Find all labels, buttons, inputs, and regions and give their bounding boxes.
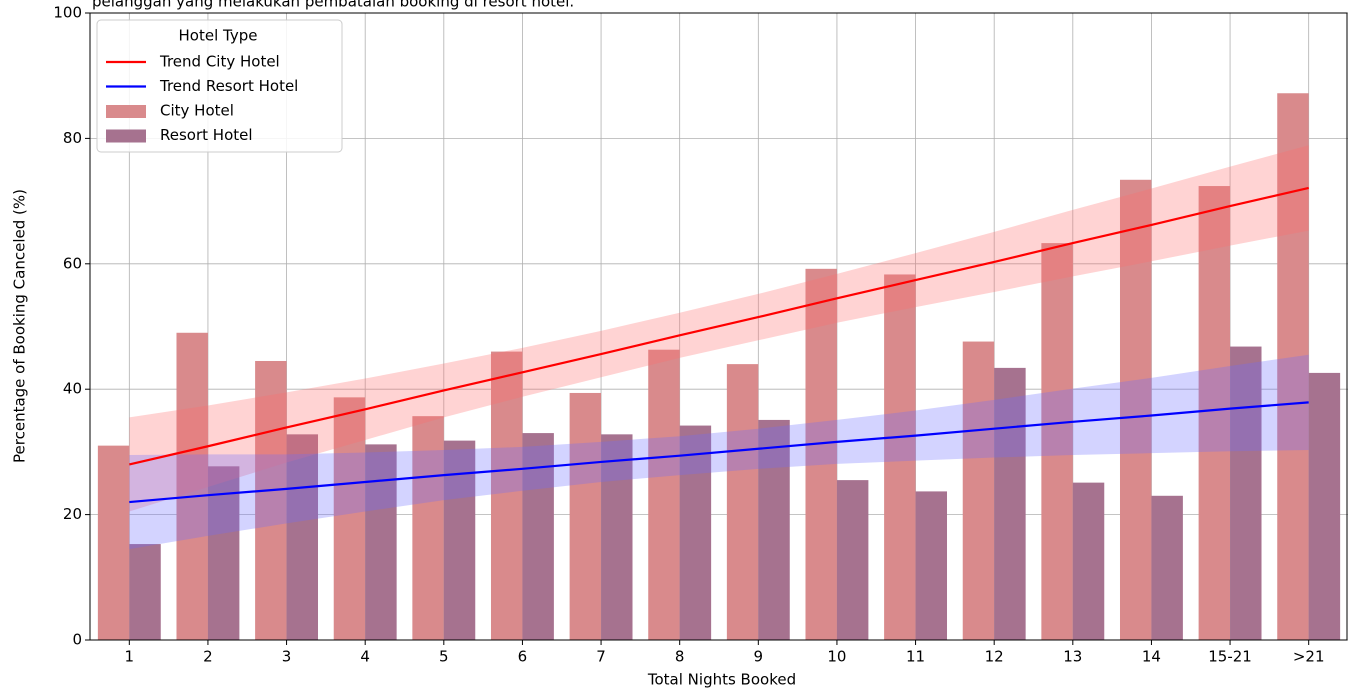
legend-label: City Hotel xyxy=(160,102,234,120)
x-tick-label: 15-21 xyxy=(1208,648,1252,666)
legend-label: Trend Resort Hotel xyxy=(159,77,298,95)
bar xyxy=(1041,243,1073,640)
bar xyxy=(601,434,633,640)
legend-title: Hotel Type xyxy=(179,27,258,45)
y-tick-label: 60 xyxy=(63,254,82,272)
bar xyxy=(884,274,916,640)
x-axis-label: Total Nights Booked xyxy=(647,671,796,689)
bar xyxy=(758,419,790,640)
x-tick-label: 14 xyxy=(1142,648,1161,666)
legend-swatch xyxy=(106,105,146,118)
y-tick-label: 80 xyxy=(63,129,82,147)
bar xyxy=(1198,186,1231,640)
bar xyxy=(805,268,837,640)
x-tick-label: >21 xyxy=(1293,648,1325,666)
confidence-band xyxy=(129,145,1309,512)
bar xyxy=(1277,93,1309,641)
bar xyxy=(836,480,869,640)
bar xyxy=(412,416,444,640)
legend-swatch xyxy=(106,129,146,143)
bar xyxy=(255,360,287,640)
legend: Hotel Type Trend City Hotel Trend Resort H… xyxy=(96,19,343,153)
trend-line xyxy=(129,401,1309,504)
bar xyxy=(1230,346,1262,640)
x-tick-label: 6 xyxy=(518,648,528,666)
bar xyxy=(97,445,130,640)
bar xyxy=(1151,495,1183,640)
bar xyxy=(1119,179,1152,641)
x-tick-label: 2 xyxy=(203,648,213,666)
x-tick-label: 5 xyxy=(439,648,449,666)
x-tick-label: 4 xyxy=(360,648,370,666)
x-tick-label: 12 xyxy=(985,648,1004,666)
bar xyxy=(994,367,1026,640)
bar xyxy=(129,544,161,640)
bar xyxy=(365,444,397,640)
bar xyxy=(490,351,523,640)
x-tick-label: 11 xyxy=(906,648,925,666)
y-tick-label: 0 xyxy=(72,631,82,649)
bar xyxy=(286,434,319,640)
y-tick-label: 100 xyxy=(53,4,82,22)
x-tick-label: 10 xyxy=(827,648,846,666)
x-tick-label: 7 xyxy=(596,648,606,666)
bar xyxy=(726,364,759,640)
x-tick-label: 1 xyxy=(125,648,135,666)
legend-box xyxy=(96,19,343,153)
y-axis-label: Percentage of Booking Canceled (%) xyxy=(11,189,29,463)
bar xyxy=(962,341,995,640)
bar xyxy=(1308,372,1341,640)
x-tick-label: 3 xyxy=(282,648,292,666)
y-tick-label: 20 xyxy=(63,505,82,523)
legend-label: Trend City Hotel xyxy=(159,53,280,71)
chart-title: pelanggan yang melakukan pembatalan book… xyxy=(92,0,574,11)
bar xyxy=(176,332,208,640)
bar xyxy=(1072,482,1105,640)
bar xyxy=(915,491,948,640)
bar xyxy=(333,397,366,640)
trend-line xyxy=(129,186,1309,466)
bar xyxy=(679,425,712,640)
x-tick-label: 8 xyxy=(675,648,685,666)
plot-frame xyxy=(89,12,1348,641)
legend-label: Resort Hotel xyxy=(160,126,253,144)
y-tick-label: 40 xyxy=(63,380,82,398)
x-tick-label: 9 xyxy=(754,648,764,666)
bar xyxy=(648,349,680,640)
x-tick-label: 13 xyxy=(1063,648,1082,666)
bar xyxy=(569,392,602,640)
